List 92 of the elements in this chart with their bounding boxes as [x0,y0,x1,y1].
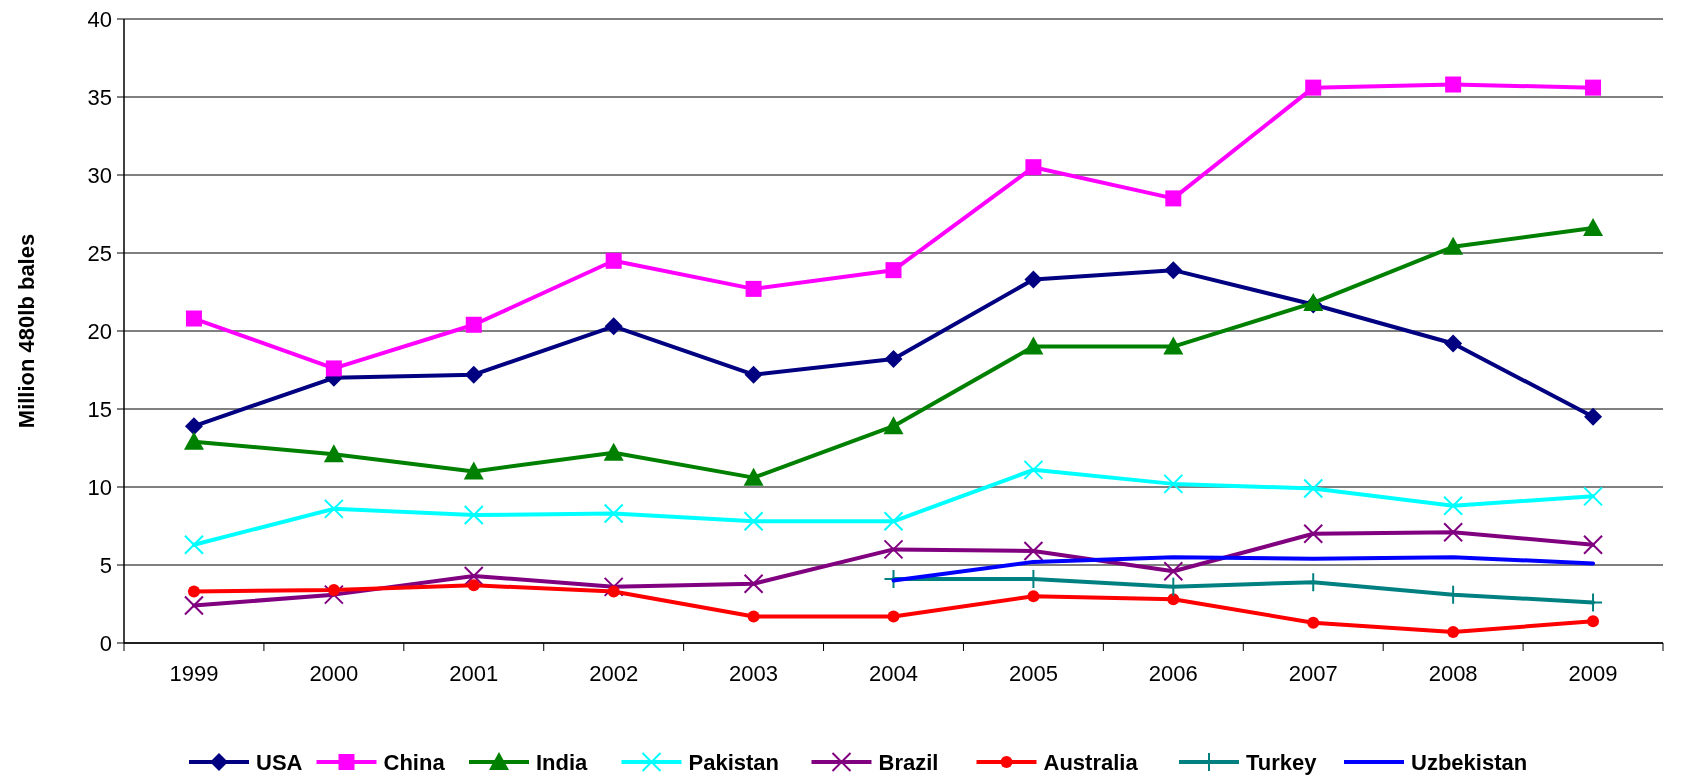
y-tick-label: 40 [87,6,112,32]
y-tick-label: 25 [87,240,112,266]
point [1583,486,1604,507]
point [464,365,483,384]
point [603,442,624,461]
point [183,431,204,450]
point [745,280,762,297]
point [323,444,344,463]
point [323,584,344,605]
legend-label: Uzbekistan [1411,749,1528,775]
x-tick-label: 2005 [1008,661,1058,686]
point [1164,261,1183,280]
point [1165,190,1182,207]
x-tick-label: 2006 [1148,661,1198,686]
point [1307,616,1320,629]
point [325,360,342,377]
y-tick-label: 0 [99,630,112,656]
point [183,595,204,616]
point [1445,76,1462,93]
legend-label: Australia [1043,749,1139,775]
point [1163,561,1184,582]
point [1585,79,1602,96]
point [885,262,902,279]
x-tick-label: 2004 [869,661,918,686]
point [887,610,900,623]
point [463,565,484,586]
point [323,498,344,519]
point [185,310,202,327]
point [1163,336,1184,355]
x-tick-label: 2007 [1288,661,1338,686]
point [883,539,904,560]
point [187,585,200,598]
point [1447,626,1460,639]
point [1587,615,1600,628]
point [743,511,764,532]
point [1163,473,1184,494]
point [327,583,340,596]
point [1443,495,1464,516]
point [1023,540,1044,561]
legend-label: USA [256,749,303,775]
point [1443,522,1464,543]
legend-label: Turkey [1246,749,1318,775]
point [605,252,622,269]
legend-label: China [383,749,446,775]
x-tick-label: 2001 [449,661,499,686]
y-tick-label: 30 [87,162,112,188]
point [1025,159,1042,176]
point [1024,270,1043,289]
y-tick-label: 5 [99,552,112,578]
point [884,350,903,369]
point [465,316,482,333]
point [603,503,624,524]
point [1027,590,1040,603]
x-tick-label: 1999 [169,661,219,686]
point [604,317,623,336]
point [1583,534,1604,555]
x-tick-label: 2003 [729,661,779,686]
point [183,534,204,555]
point [1305,79,1322,96]
point [463,461,484,480]
x-tick-label: 2008 [1428,661,1478,686]
point [1023,459,1044,480]
point [1023,336,1044,355]
line-series [891,555,1596,583]
point [1303,523,1324,544]
point [1303,478,1324,499]
point [1444,334,1463,353]
legend-label: Pakistan [688,749,779,775]
x-tick-label: 2002 [589,661,639,686]
point [607,585,620,598]
y-tick-label: 15 [87,396,112,422]
point [1584,407,1603,426]
y-tick-label: 10 [87,474,112,500]
y-axis-title: Million 480lb bales [14,233,39,429]
point [1583,218,1604,237]
point [747,610,760,623]
y-tick-label: 20 [87,318,112,344]
point [883,416,904,435]
y-tick-label: 35 [87,84,112,110]
point [463,505,484,526]
point [1443,236,1464,255]
legend-label: India [536,749,589,775]
point [184,417,203,436]
point [467,579,480,592]
x-tick-label: 2009 [1568,661,1618,686]
point [883,511,904,532]
point [744,365,763,384]
point [743,467,764,486]
legend-label: Brazil [878,749,939,775]
point [1167,593,1180,606]
x-tick-label: 2000 [309,661,359,686]
point [743,573,764,594]
